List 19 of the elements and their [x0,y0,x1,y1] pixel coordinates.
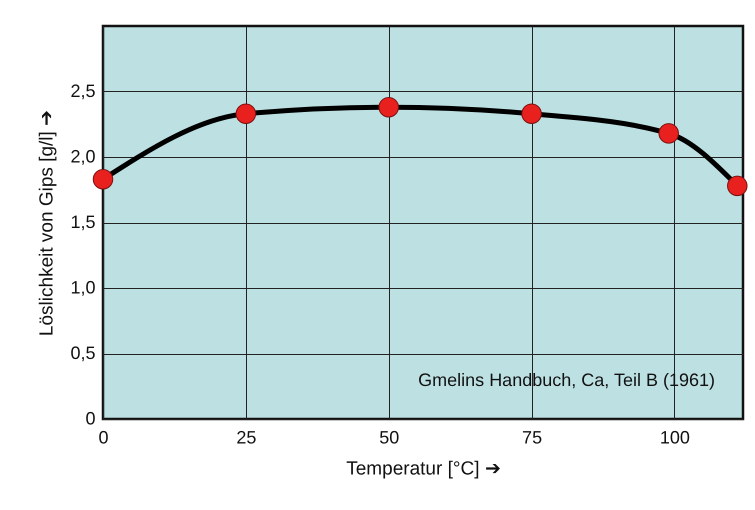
point [658,123,679,144]
point [521,104,542,124]
x-axis-title: Temperatur [°C] ➔ [346,458,501,480]
y-tick-label: 1,0 [70,278,96,298]
y-tick-label: 2,0 [70,146,96,166]
x-tick-label: 100 [660,428,690,448]
y-tick-label: 0 [85,408,96,428]
y-axis-title: Löslichkeit von Gips [g/l] ➔ [36,110,58,336]
x-tick-label: 50 [379,428,400,448]
point [236,104,256,124]
point [727,176,748,196]
x-tick-label: 75 [522,428,542,448]
y-tick-label: 1,5 [70,212,96,232]
y-tick-label: 0,5 [70,343,96,363]
point [92,169,114,190]
x-tick-label: 0 [98,428,109,448]
y-tick-label: 2,5 [70,81,96,101]
point [378,96,399,118]
x-tick-label: 25 [236,428,256,448]
